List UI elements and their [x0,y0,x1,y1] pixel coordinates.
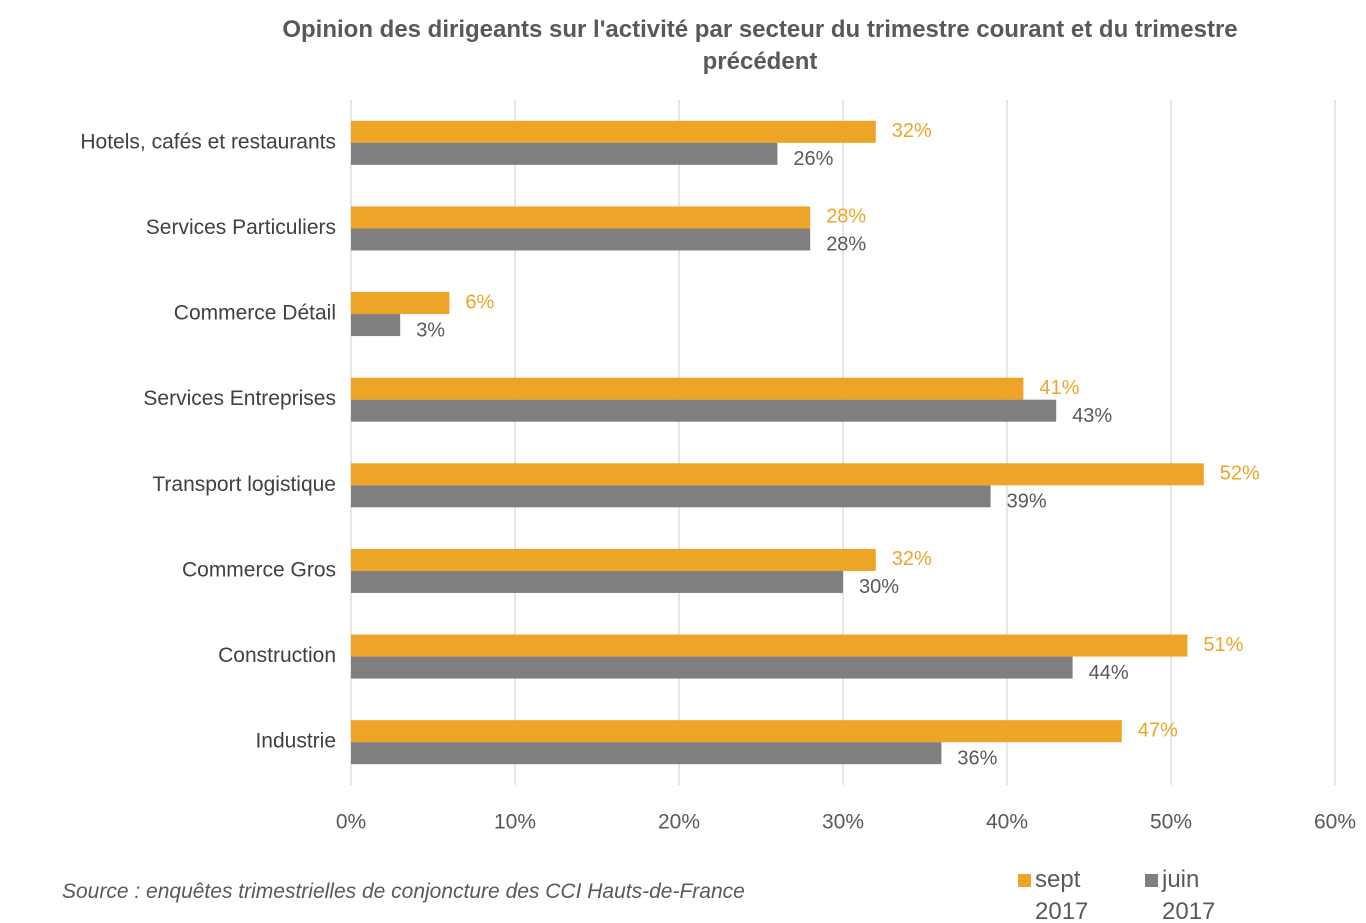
bar [351,314,401,337]
legend-swatch [1145,874,1158,887]
y-tick-label: Services Entreprises [143,387,336,410]
chart-title: Opinion des dirigeants sur l'activité pa… [282,16,1238,75]
x-tick-label: 40% [986,811,1028,834]
bar [351,720,1122,743]
x-tick-label: 50% [1150,811,1192,834]
value-label: 43% [1072,405,1112,427]
legend-label: juin 2017 [1162,866,1216,923]
y-tick-label: Construction [218,644,336,667]
bar [351,399,1057,422]
value-label: 39% [1007,491,1047,513]
value-label: 6% [465,291,494,313]
value-label: 52% [1220,463,1260,485]
y-tick-label: Transport logistique [152,473,336,496]
value-label: 28% [826,206,866,228]
value-label: 51% [1203,634,1243,656]
value-label: 30% [859,576,899,598]
bar [351,142,778,165]
x-tick-label: 30% [822,811,864,834]
y-tick-label: Hotels, cafés et restaurants [80,130,336,153]
value-label: 41% [1039,377,1079,399]
legend-swatch [1018,874,1031,887]
value-label: 26% [793,148,833,170]
bar [351,206,811,229]
legend-label: sept 2017 [1035,866,1089,923]
value-label: 3% [416,319,445,341]
value-label: 44% [1089,662,1129,684]
y-tick-label: Industrie [255,730,336,753]
x-tick-label: 10% [494,811,536,834]
bar [351,377,1024,400]
x-tick-label: 20% [658,811,700,834]
value-label: 28% [826,234,866,256]
x-tick-label: 60% [1314,811,1356,834]
bar [351,292,450,315]
bar [351,485,991,508]
legend-item: sept 2017 [1018,864,1105,923]
y-tick-label: Commerce Gros [182,558,336,581]
bar [351,570,843,593]
y-tick-label: Commerce Détail [174,302,336,325]
bar [351,120,876,143]
bar [351,656,1073,679]
x-tick-label: 0% [336,811,366,834]
bar [351,548,876,571]
value-label: 36% [957,747,997,769]
y-tick-label: Services Particuliers [146,216,336,239]
source-note: Source : enquêtes trimestrielles de conj… [62,880,745,903]
bar [351,742,942,765]
bar [351,463,1204,486]
value-label: 47% [1138,719,1178,741]
bar [351,634,1188,657]
value-label: 32% [892,548,932,570]
legend-item: juin 2017 [1145,864,1232,923]
value-label: 32% [892,120,932,142]
bar [351,228,811,251]
